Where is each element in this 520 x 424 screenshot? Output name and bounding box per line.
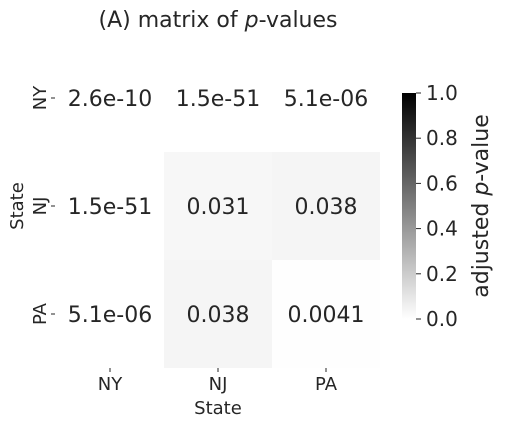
y-tick-label: PA (30, 302, 51, 325)
colorbar-tick-label: 1.0 (426, 81, 458, 105)
colorbar-tick-label: 0.8 (426, 126, 458, 150)
y-tick-label: NY (30, 85, 51, 110)
cell-value-label: 1.5e-51 (176, 87, 260, 112)
x-tick-label: NY (98, 374, 123, 395)
colorbar-tick-label: 0.6 (426, 171, 458, 195)
heatmap-cell (164, 44, 272, 152)
cell-value-label: 2.6e-10 (68, 87, 152, 112)
heatmap-cell (164, 152, 272, 260)
heatmap-cell (272, 152, 380, 260)
heatmap-cell (272, 260, 380, 368)
cell-value-label: 5.1e-06 (284, 87, 368, 112)
x-axis-label: State (194, 398, 242, 419)
colorbar-tick-label: 0.4 (426, 217, 458, 241)
y-tick-label: NJ (30, 197, 51, 216)
cell-value-label: 0.038 (295, 195, 358, 220)
colorbar (402, 93, 416, 319)
colorbar-tick-label: 0.0 (426, 307, 458, 331)
heatmap-cell (272, 44, 380, 152)
x-axis-ticks: NY NJ PA (98, 368, 338, 395)
cell-value-label: 1.5e-51 (68, 195, 152, 220)
y-axis-label: State (7, 182, 28, 230)
colorbar-label: adjusted p-value (469, 114, 494, 298)
heatmap-cell (56, 152, 164, 260)
colorbar-tick-label: 0.2 (426, 262, 458, 286)
heatmap-cell (164, 260, 272, 368)
colorbar-ticks: 0.0 0.2 0.4 0.6 0.8 1.0 (416, 81, 458, 331)
heatmap-cells: 2.6e-10 1.5e-51 5.1e-06 1.5e-51 0.031 0.038 5.… (56, 44, 380, 368)
cell-value-label: 5.1e-06 (68, 303, 152, 328)
cell-value-label: 0.038 (187, 303, 250, 328)
x-tick-label: PA (315, 374, 338, 395)
heatmap-cell (56, 44, 164, 152)
heatmap-cell (56, 260, 164, 368)
cell-value-label: 0.031 (187, 195, 250, 220)
chart-title: (A) matrix of p-values (99, 8, 338, 33)
x-tick-label: NJ (209, 374, 228, 395)
y-axis-ticks: NY NJ PA (30, 85, 55, 325)
cell-value-label: 0.0041 (288, 303, 365, 328)
